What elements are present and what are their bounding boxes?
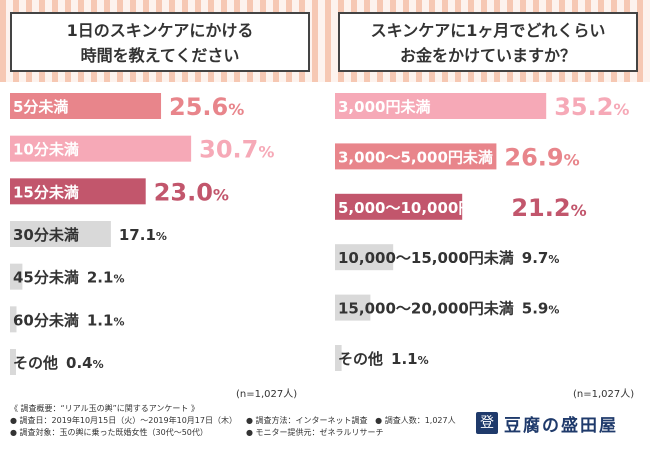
right-sample-size: (n=1,027人): [573, 389, 635, 400]
bar-3: [10, 221, 111, 247]
bar-1: [10, 135, 192, 162]
category-label-1: 3,000〜5,000円未満: [338, 148, 493, 166]
category-label-4: 15,000〜20,000円未満: [338, 300, 514, 318]
survey-overview: 《 調査概要：“リアル玉の輿”に関するアンケート 》 ● 調査日：2019年10…: [10, 403, 456, 439]
survey-provider: ● モニター提供元：ゼネラルリサーチ: [246, 428, 384, 437]
category-label-3: 10,000〜15,000円未満: [338, 249, 514, 267]
survey-date: ● 調査日：2019年10月15日（火）〜2019年10月17日（木）: [10, 416, 237, 425]
value-label-1: 26.9%: [504, 143, 579, 171]
bar-5: [10, 306, 17, 333]
bar-2: [10, 178, 146, 205]
value-label-4: 2.1%: [87, 269, 125, 287]
left-sample-size: (n=1,027人): [236, 389, 298, 400]
left-question-title: 1日のスキンケアにかける 時間を教えてください: [10, 12, 310, 72]
value-label-3: 17.1%: [119, 226, 167, 244]
bar-3: [335, 244, 394, 271]
bar-1: [335, 143, 497, 170]
company-name: 豆腐の盛田屋: [504, 416, 618, 436]
value-label-0: 35.2%: [554, 93, 629, 121]
company-logo: 登 豆腐の盛田屋: [476, 411, 646, 437]
bar-6: [10, 349, 16, 375]
survey-col2: ● 調査方法：インターネット調査 ● 調査人数：1,027人 ● モニター提供元…: [246, 403, 456, 439]
bar-4: [335, 294, 371, 321]
value-label-3: 9.7%: [522, 249, 560, 267]
left-question-line-2: 時間を教えてください: [80, 46, 240, 65]
category-label-1: 10分未満: [13, 141, 79, 159]
bar-5: [335, 345, 342, 371]
value-label-0: 25.6%: [169, 93, 244, 121]
category-label-0: 3,000円未満: [338, 98, 430, 116]
right-question-title: スキンケアに1ヶ月でどれくらい お金をかけていますか？: [338, 12, 638, 72]
bar-0: [335, 93, 547, 119]
right-question-line-2: お金をかけていますか？: [399, 46, 576, 65]
category-label-3: 30分未満: [13, 226, 79, 244]
left-bar-chart: 5分未満 25.6% 10分未満 30.7% 15分未満 23.0% 30分未満 17.1% 4…: [10, 93, 274, 375]
value-label-5: 1.1%: [87, 311, 125, 329]
survey-method: ● 調査方法：インターネット調査: [246, 416, 368, 425]
category-label-2: 5,000〜10,000円未満: [338, 199, 503, 217]
value-label-6: 0.4%: [66, 354, 104, 372]
left-question-line-1: 1日のスキンケアにかける: [66, 21, 254, 40]
value-label-4: 5.9%: [522, 300, 560, 318]
bar-2: [335, 193, 463, 220]
survey-count: ● 調査人数：1,027人: [375, 416, 456, 425]
bar-0: [10, 93, 162, 119]
right-question-line-1: スキンケアに1ヶ月でどれくらい: [370, 21, 606, 40]
morita-ya-logo-icon: 登: [476, 412, 498, 434]
right-bar-chart: 3,000円未満 35.2% 3,000〜5,000円未満 26.9% 5,000〜10…: [335, 93, 629, 371]
value-label-5: 1.1%: [391, 350, 429, 368]
category-label-5: その他: [338, 350, 383, 368]
category-label-5: 60分未満: [13, 311, 79, 329]
category-label-4: 45分未満: [13, 269, 79, 287]
category-label-0: 5分未満: [13, 98, 68, 116]
right-chart-panel: 3,000円未満 35.2% 3,000〜5,000円未満 26.9% 5,000〜10…: [325, 82, 650, 382]
survey-heading: 《 調査概要：“リアル玉の輿”に関するアンケート 》: [10, 404, 199, 413]
value-label-2: 23.0%: [154, 178, 229, 206]
category-label-6: その他: [13, 354, 58, 372]
value-label-2: 21.2%: [511, 194, 586, 222]
bar-4: [10, 263, 23, 290]
category-label-2: 15分未満: [13, 183, 79, 201]
left-chart-panel: 5分未満 25.6% 10分未満 30.7% 15分未満 23.0% 30分未満 17.1% 4…: [0, 82, 325, 382]
survey-target: ● 調査対象：玉の輿に乗った既婚女性（30代〜50代）: [10, 428, 208, 437]
value-label-1: 30.7%: [199, 136, 274, 164]
